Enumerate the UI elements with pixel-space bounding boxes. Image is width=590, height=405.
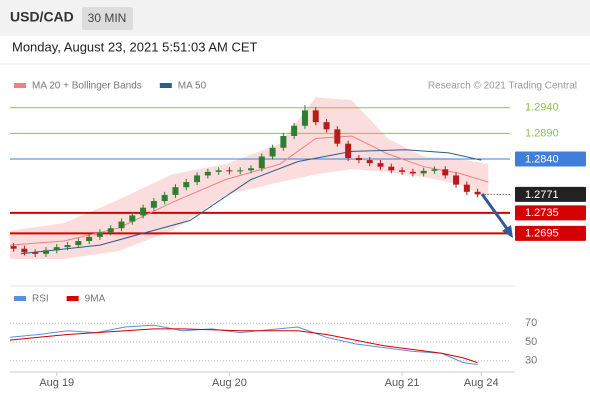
y-tick-label: 30: [525, 355, 537, 367]
rsi-line: [9, 328, 478, 364]
level-box: [515, 151, 586, 167]
candle-body: [42, 250, 49, 254]
candle-body: [442, 169, 449, 176]
candle-body: [323, 122, 330, 130]
y-tick-label: 50: [525, 336, 537, 348]
level-label: 1.2771: [525, 189, 559, 201]
x-tick-label: Aug 20: [212, 377, 247, 389]
candle-body: [10, 246, 17, 249]
source: Research © 2021 Trading Central: [428, 81, 577, 92]
date: Monday, August 23, 2021 5:51:03 AM CET: [12, 39, 258, 54]
candle-body: [453, 175, 460, 185]
symbol: USD/CAD: [10, 9, 74, 25]
candle-body: [53, 247, 60, 251]
candle-body: [86, 236, 93, 242]
candle-body: [280, 135, 287, 148]
y-tick-label: 70: [525, 317, 537, 329]
x-tick-label: Aug 19: [39, 377, 74, 389]
candle-body: [226, 170, 233, 172]
candle-body: [150, 201, 157, 208]
candle-body: [291, 125, 298, 136]
candle-body: [366, 160, 373, 164]
candle-body: [258, 156, 265, 169]
candle-body: [334, 129, 341, 144]
level-label: 1.2735: [525, 207, 559, 219]
candle-body: [248, 168, 255, 171]
level-label: 1.2940: [525, 102, 559, 114]
level-box: [515, 186, 586, 202]
candle-body: [204, 171, 211, 176]
level-box: [515, 225, 586, 241]
legend-label: MA 50: [178, 81, 207, 92]
candle-body: [161, 194, 168, 202]
candle-body: [21, 248, 28, 253]
timeframe[interactable]: 30 MIN: [88, 11, 127, 25]
candle-body: [409, 171, 416, 174]
candle-body: [301, 110, 308, 126]
legend-swatch: [14, 83, 26, 88]
candle-body: [345, 143, 352, 159]
arrow-head: [502, 225, 513, 238]
candle-body: [140, 207, 147, 216]
candle-body: [32, 252, 39, 254]
bollinger-band: [10, 97, 489, 259]
candle-body: [355, 158, 362, 161]
legend-swatch: [14, 296, 26, 301]
level-label: 1.2890: [525, 127, 559, 139]
candle-body: [183, 182, 190, 188]
level-label: 1.2695: [525, 228, 559, 240]
candle-body: [215, 170, 222, 172]
candle-body: [237, 170, 244, 172]
forecast-arrow: [480, 193, 510, 231]
candle-body: [388, 166, 395, 171]
legend-swatch: [159, 83, 172, 88]
candle-body: [96, 232, 103, 237]
plot: MA 20 + Bollinger Bands MA 50 1.2940 1.2890…: [9, 81, 586, 389]
level-box: [515, 205, 586, 221]
candle-body: [269, 147, 276, 157]
ma-line: [20, 149, 482, 255]
candle-body: [463, 184, 470, 192]
candle-body: [377, 163, 384, 167]
candle-body: [312, 110, 319, 123]
candle-body: [172, 187, 179, 195]
candle-body: [431, 169, 438, 171]
candle-body: [129, 215, 136, 222]
candle-body: [399, 170, 406, 172]
candle-body: [420, 170, 427, 174]
x-tick-label: Aug 21: [385, 377, 420, 389]
candle-body: [194, 175, 201, 183]
legend-label: 9MA: [85, 294, 106, 305]
legend-label: RSI: [32, 294, 49, 305]
level-label: 1.2840: [525, 153, 559, 165]
candle-body: [118, 221, 125, 229]
legend-label: MA 20 + Bollinger Bands: [32, 81, 142, 92]
timeframe-box[interactable]: [82, 7, 133, 30]
x-tick-label: Aug 24: [464, 377, 499, 389]
candle-body: [64, 245, 71, 248]
legend-swatch: [66, 296, 79, 301]
candle-body: [474, 191, 481, 195]
candle-body: [107, 228, 114, 233]
candle-body: [75, 241, 82, 246]
